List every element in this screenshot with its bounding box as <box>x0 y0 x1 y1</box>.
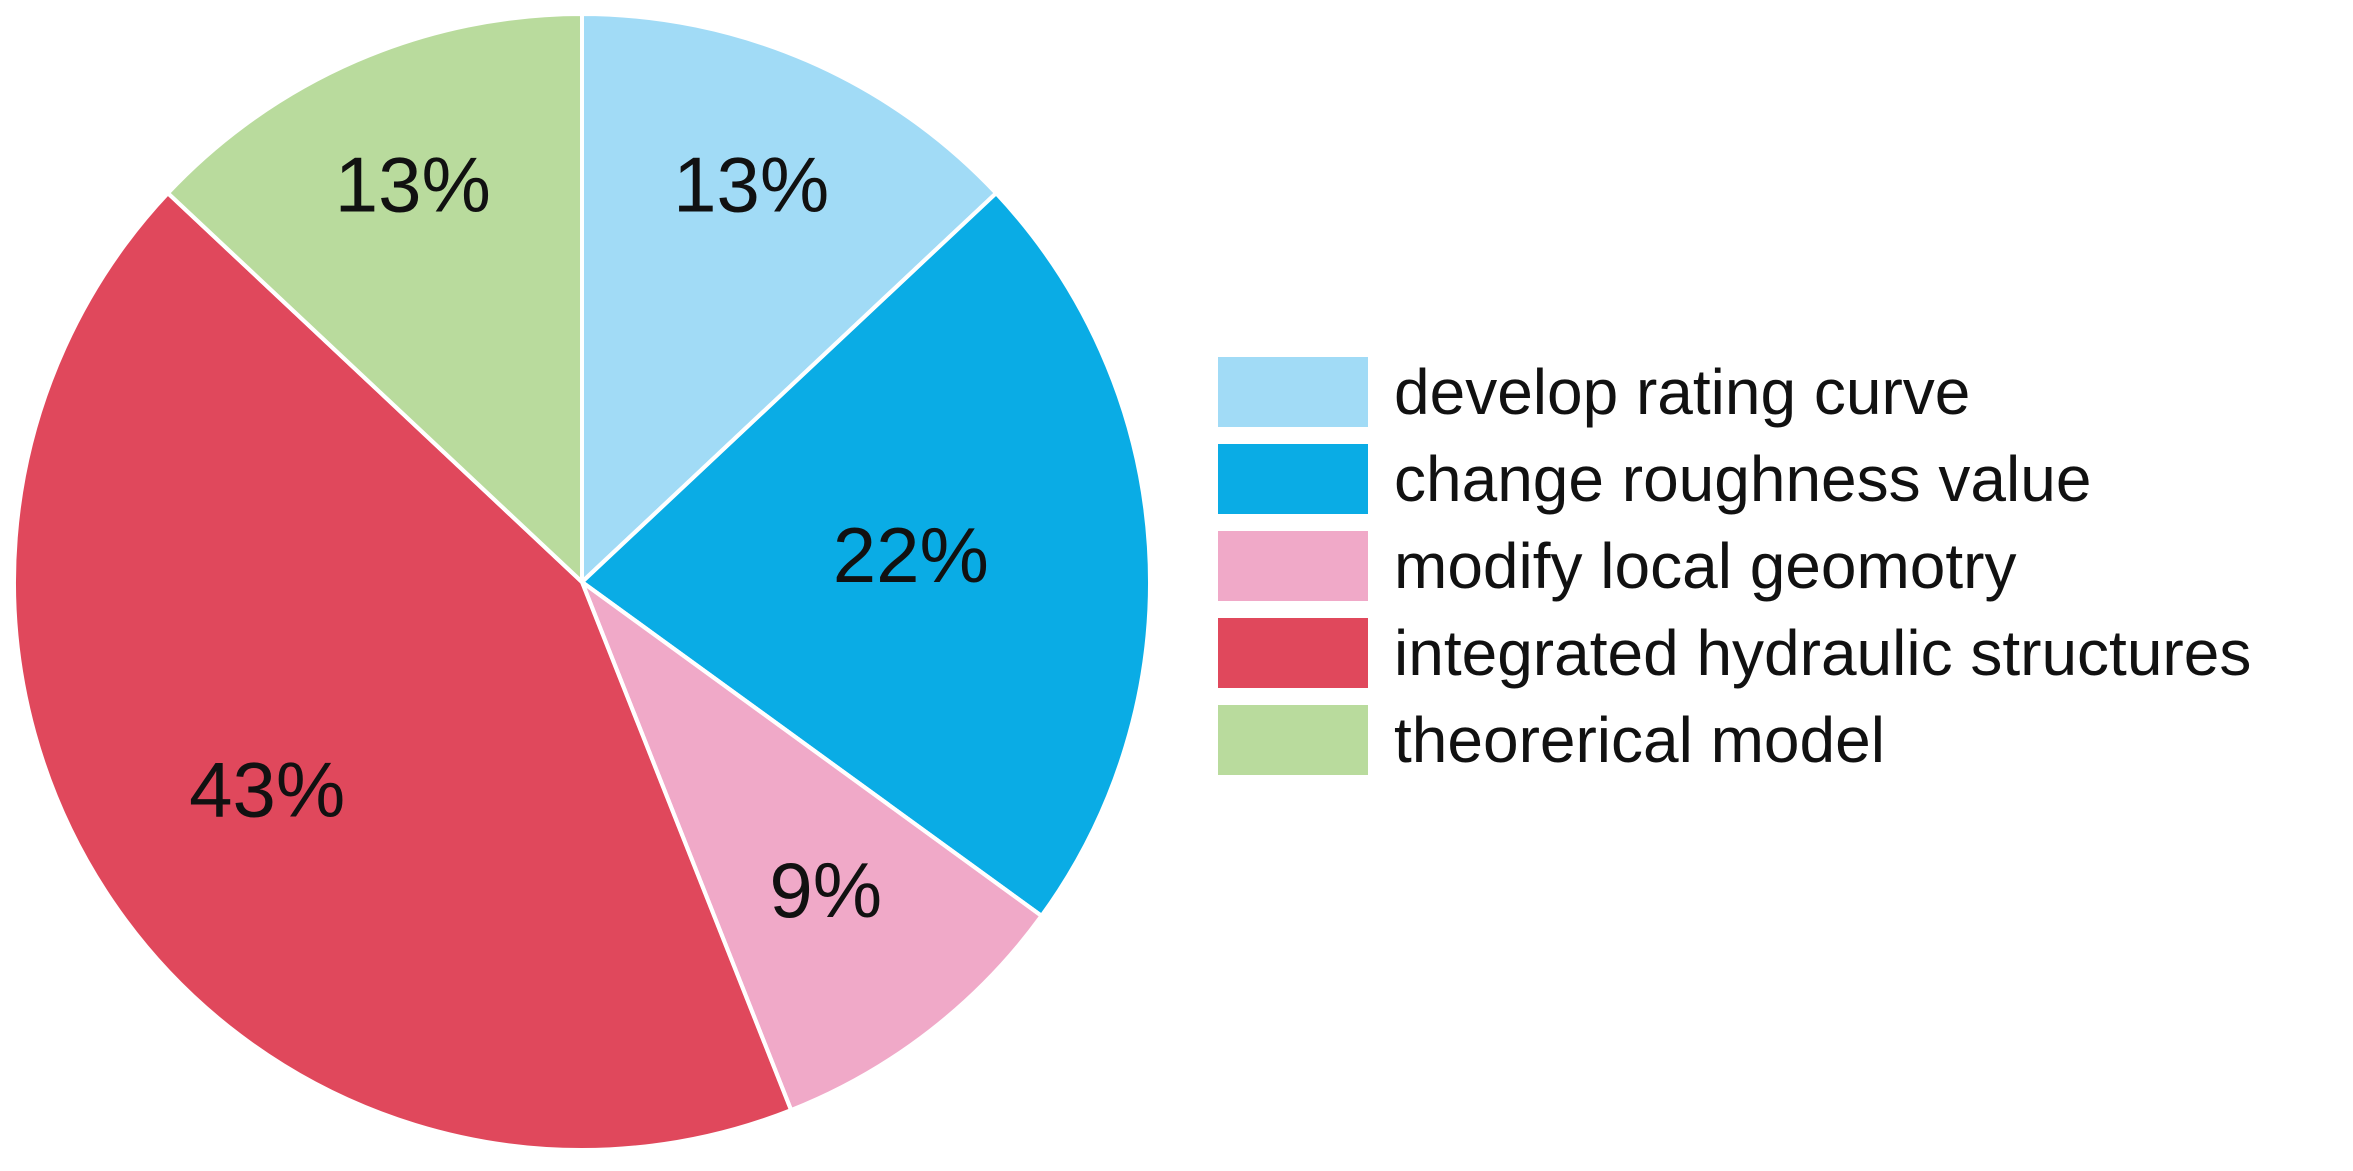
legend-item-4: theorerical model <box>1218 696 2353 783</box>
slice-label-4: 13% <box>335 141 491 229</box>
pie-slice-3 <box>12 190 794 1152</box>
legend-swatch-2 <box>1218 530 1368 601</box>
slice-label-0: 13% <box>673 141 829 229</box>
legend-item-0: develop rating curve <box>1218 348 2353 435</box>
legend-label-1: change roughness value <box>1394 442 2092 515</box>
slice-divider-2 <box>580 580 1043 918</box>
pie-slice-1 <box>578 190 1152 919</box>
legend-label-4: theorerical model <box>1394 703 1885 776</box>
legend-label-0: develop rating curve <box>1394 355 1971 428</box>
legend-label-3: integrated hydraulic structures <box>1394 616 2252 689</box>
legend-swatch-3 <box>1218 617 1368 688</box>
slice-label-1: 22% <box>833 511 989 599</box>
slice-divider-4 <box>166 191 584 584</box>
legend-item-3: integrated hydraulic structures <box>1218 609 2353 696</box>
legend: develop rating curve change roughness val… <box>1218 348 2353 783</box>
slice-divider-1 <box>580 191 998 584</box>
slice-label-3: 43% <box>189 746 345 834</box>
legend-item-1: change roughness value <box>1218 435 2353 522</box>
legend-swatch-1 <box>1218 443 1368 514</box>
pie-slice-2 <box>577 576 1045 1113</box>
legend-item-2: modify local geomotry <box>1218 522 2353 609</box>
pie-plot-area: 13% 22% 9% 43% 13% <box>12 11 1152 1152</box>
pie-slice-4 <box>165 11 584 587</box>
pie-slice-0 <box>580 11 999 587</box>
slice-label-2: 9% <box>769 846 882 934</box>
slice-divider-3 <box>580 581 793 1111</box>
legend-swatch-0 <box>1218 356 1368 427</box>
legend-swatch-4 <box>1218 704 1368 775</box>
legend-label-2: modify local geomotry <box>1394 529 2017 602</box>
